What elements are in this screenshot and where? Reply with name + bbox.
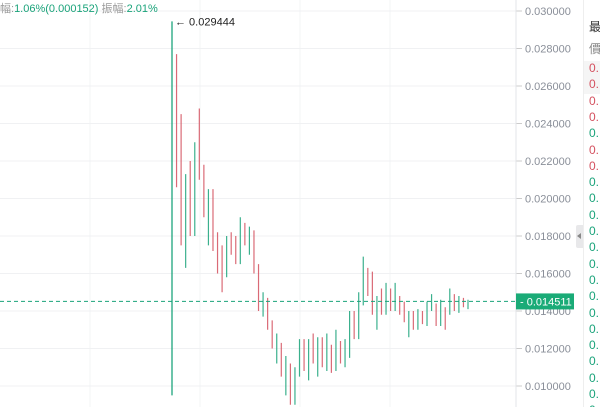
max-price-label: ← 0.029444 bbox=[175, 16, 235, 28]
range-value: 2.01% bbox=[126, 3, 158, 15]
y-axis-tick-label: 0.010000 bbox=[525, 381, 571, 393]
trade-row: 0. bbox=[589, 61, 600, 75]
trade-row: 0. bbox=[589, 289, 600, 304]
y-axis-tick-label: 0.024000 bbox=[525, 119, 571, 131]
trade-row: 0. bbox=[589, 338, 600, 353]
trade-row: 0. bbox=[589, 354, 600, 369]
collapse-panel-button[interactable] bbox=[576, 225, 583, 248]
last-price-label: - 0.014511 bbox=[520, 296, 572, 308]
y-axis-tick-label: 0.018000 bbox=[525, 231, 571, 243]
trade-row: 0. bbox=[589, 272, 600, 287]
trade-row: 0. bbox=[589, 224, 600, 238]
y-axis-tick-label: 0.030000 bbox=[525, 6, 571, 18]
trade-row: 0. bbox=[589, 305, 600, 320]
trade-row: 0. bbox=[589, 126, 600, 141]
range-label: 振幅: bbox=[101, 3, 127, 15]
trade-row: 0. bbox=[589, 403, 599, 407]
highlight-row-bg bbox=[584, 61, 600, 94]
trades-side-panel: 最 價 0. 0. 0. 0. 0. 0. 0. 0. 0. 0. 0. 0. 0. 0. 0. 0. 0. 0.… bbox=[583, 0, 600, 407]
trade-row: 0. bbox=[589, 158, 600, 173]
trade-row: 0. bbox=[589, 175, 600, 190]
y-axis-tick-label: 0.022000 bbox=[525, 156, 571, 168]
trade-row: 0. bbox=[589, 93, 600, 108]
y-axis-tick-label: 0.012000 bbox=[525, 344, 571, 356]
panel-header-2: 價 bbox=[589, 42, 600, 56]
trade-row: 0. bbox=[589, 191, 600, 206]
last-price-badge bbox=[516, 293, 574, 310]
y-axis-tick-label: 0.028000 bbox=[525, 44, 571, 56]
trade-row: 0. bbox=[589, 142, 600, 157]
trade-row: 0. bbox=[589, 240, 600, 255]
y-axis-tick-label: 0.026000 bbox=[525, 81, 571, 93]
trade-row: 0. bbox=[589, 370, 600, 385]
change-label: 幅: bbox=[0, 3, 15, 15]
change-value: 1.06%(0.000152) bbox=[14, 3, 99, 15]
trade-row: 0. bbox=[589, 256, 600, 271]
y-axis-tick-label: 0.020000 bbox=[525, 194, 571, 206]
candlestick-chart[interactable]: 0.030000 0.028000 0.026000 0.024000 0.022000… bbox=[0, 0, 582, 407]
panel-header-1: 最 bbox=[589, 20, 600, 34]
y-axis-tick-label: 0.016000 bbox=[525, 269, 571, 281]
trade-row: 0. bbox=[589, 387, 600, 401]
trade-row: 0. bbox=[589, 321, 600, 336]
trade-row: 0. bbox=[589, 207, 600, 222]
trade-row: 0. bbox=[589, 77, 600, 92]
trade-row: 0. bbox=[589, 109, 600, 124]
price-info-bar: 幅:1.06%(0.000152) 振幅:2.01% bbox=[0, 0, 158, 16]
